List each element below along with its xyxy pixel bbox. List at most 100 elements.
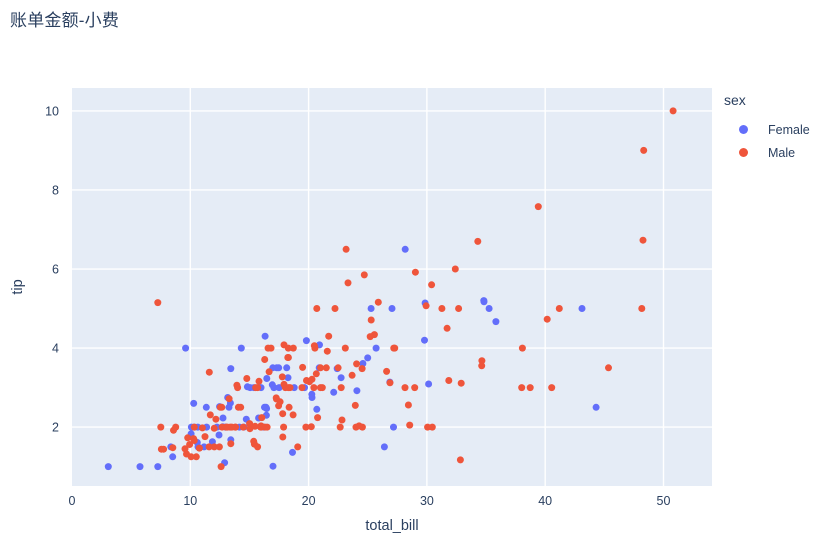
data-point-male[interactable] <box>184 434 192 442</box>
data-point-male[interactable] <box>360 271 368 279</box>
data-point-male[interactable] <box>341 344 349 352</box>
data-point-female[interactable] <box>219 414 227 422</box>
data-point-male[interactable] <box>160 445 168 453</box>
data-point-female[interactable] <box>182 344 190 352</box>
data-point-male[interactable] <box>228 423 236 431</box>
data-point-female[interactable] <box>227 365 235 373</box>
data-point-male[interactable] <box>456 456 464 464</box>
data-point-male[interactable] <box>289 344 297 352</box>
data-point-male[interactable] <box>261 356 269 363</box>
data-point-male[interactable] <box>302 423 310 431</box>
data-point-male[interactable] <box>157 423 165 431</box>
data-point-male[interactable] <box>205 368 213 376</box>
data-point-female[interactable] <box>372 344 380 352</box>
data-point-male[interactable] <box>243 375 251 382</box>
data-point-male[interactable] <box>192 453 200 461</box>
data-point-male[interactable] <box>198 424 206 432</box>
data-point-male[interactable] <box>201 433 209 441</box>
data-point-male[interactable] <box>424 423 432 431</box>
data-point-male[interactable] <box>386 379 394 387</box>
data-point-male[interactable] <box>278 373 286 381</box>
data-point-male[interactable] <box>337 384 345 392</box>
data-point-male[interactable] <box>383 367 391 375</box>
data-point-male[interactable] <box>246 420 254 428</box>
data-point-male[interactable] <box>289 411 297 419</box>
data-point-male[interactable] <box>169 444 177 452</box>
data-point-female[interactable] <box>308 390 316 398</box>
data-point-female[interactable] <box>225 403 233 411</box>
data-point-male[interactable] <box>639 236 647 244</box>
data-point-male[interactable] <box>190 423 198 431</box>
data-point-female[interactable] <box>364 354 372 362</box>
data-point-male[interactable] <box>605 364 612 372</box>
data-point-male[interactable] <box>331 305 339 312</box>
data-point-male[interactable] <box>280 380 288 388</box>
data-point-male[interactable] <box>317 364 324 372</box>
data-point-male[interactable] <box>428 281 436 289</box>
data-point-male[interactable] <box>323 347 331 355</box>
data-point-male[interactable] <box>234 384 242 392</box>
data-point-male[interactable] <box>279 410 287 418</box>
data-point-male[interactable] <box>195 444 203 452</box>
data-point-male[interactable] <box>478 362 486 370</box>
data-point-male[interactable] <box>212 415 220 423</box>
data-point-female[interactable] <box>154 463 162 471</box>
data-point-male[interactable] <box>264 344 272 352</box>
data-point-female[interactable] <box>425 380 433 388</box>
data-point-male[interactable] <box>284 354 292 361</box>
data-point-male[interactable] <box>239 423 247 431</box>
data-point-male[interactable] <box>348 371 356 379</box>
data-point-female[interactable] <box>578 305 586 312</box>
data-point-male[interactable] <box>478 357 486 365</box>
data-point-male[interactable] <box>406 421 414 429</box>
data-point-male[interactable] <box>246 425 254 433</box>
data-point-male[interactable] <box>391 344 399 352</box>
data-point-female[interactable] <box>270 384 278 392</box>
data-point-male[interactable] <box>272 394 280 402</box>
data-point-male[interactable] <box>313 305 321 312</box>
data-point-male[interactable] <box>170 426 177 434</box>
data-point-male[interactable] <box>263 423 271 431</box>
data-point-female[interactable] <box>390 423 397 431</box>
data-point-female[interactable] <box>401 245 409 253</box>
legend-item-female[interactable]: Female <box>716 118 828 141</box>
data-point-male[interactable] <box>358 365 366 373</box>
data-point-male[interactable] <box>534 203 542 211</box>
data-point-male[interactable] <box>284 344 292 352</box>
data-point-male[interactable] <box>234 403 242 411</box>
data-point-male[interactable] <box>206 411 214 419</box>
data-point-male[interactable] <box>352 423 360 431</box>
data-point-male[interactable] <box>317 384 324 392</box>
data-point-male[interactable] <box>210 424 218 432</box>
data-point-female[interactable] <box>202 403 210 411</box>
data-point-male[interactable] <box>311 344 319 352</box>
data-point-male[interactable] <box>451 265 459 273</box>
data-point-male[interactable] <box>250 437 258 445</box>
data-point-female[interactable] <box>592 403 600 411</box>
data-point-female[interactable] <box>215 431 223 439</box>
data-point-male[interactable] <box>411 268 419 276</box>
data-point-male[interactable] <box>254 443 262 451</box>
data-point-male[interactable] <box>543 315 551 323</box>
data-point-male[interactable] <box>257 423 265 431</box>
data-point-female[interactable] <box>421 336 428 344</box>
data-point-male[interactable] <box>404 401 412 409</box>
data-point-male[interactable] <box>401 384 409 392</box>
data-point-male[interactable] <box>336 423 344 431</box>
data-point-female[interactable] <box>353 387 361 395</box>
data-point-male[interactable] <box>548 384 556 392</box>
data-point-male[interactable] <box>374 298 382 306</box>
data-point-male[interactable] <box>474 237 482 245</box>
data-point-male[interactable] <box>215 443 223 451</box>
data-point-male[interactable] <box>342 245 350 253</box>
data-point-female[interactable] <box>104 463 112 471</box>
data-point-female[interactable] <box>261 332 269 340</box>
data-point-male[interactable] <box>307 423 315 431</box>
data-point-male[interactable] <box>298 384 306 392</box>
data-point-male[interactable] <box>280 423 288 431</box>
data-point-female[interactable] <box>275 364 283 372</box>
plot-area[interactable] <box>72 88 712 486</box>
data-point-male[interactable] <box>338 416 346 424</box>
data-point-male[interactable] <box>353 360 361 368</box>
data-point-male[interactable] <box>351 401 359 409</box>
